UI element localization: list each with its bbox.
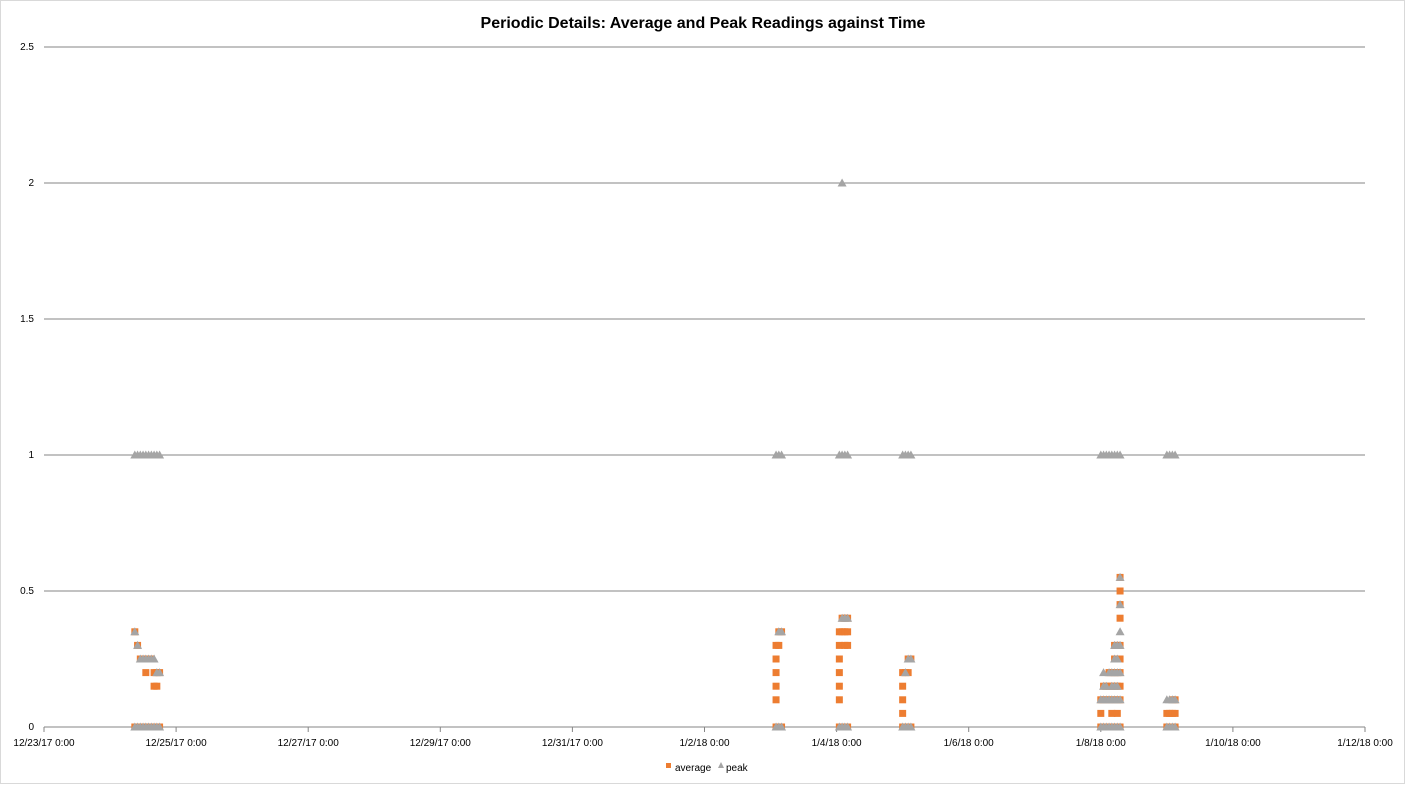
average-point: [835, 696, 843, 704]
legend-peak-label: peak: [726, 763, 749, 774]
peak-point: [1115, 640, 1125, 649]
peak-point: [843, 450, 853, 459]
peak-point: [155, 722, 165, 731]
y-tick-label: 0.5: [20, 586, 34, 597]
peak-point: [906, 654, 916, 663]
peak-point: [1170, 722, 1180, 731]
average-series: [131, 573, 1179, 731]
average-point: [775, 641, 783, 649]
average-point: [835, 669, 843, 677]
x-tick-label: 12/27/17 0:00: [278, 738, 340, 749]
peak-point: [1115, 572, 1125, 581]
peak-point: [777, 627, 787, 636]
average-point: [1116, 682, 1124, 690]
peak-point: [1115, 668, 1125, 677]
y-tick-label: 1.5: [20, 314, 34, 325]
x-tick-label: 1/10/18 0:00: [1205, 738, 1261, 749]
peak-point: [906, 722, 916, 731]
peak-point: [843, 613, 853, 622]
average-point: [772, 696, 780, 704]
x-tick-label: 1/8/18 0:00: [1076, 738, 1126, 749]
peak-point: [1115, 600, 1125, 609]
peak-point: [130, 627, 140, 636]
y-tick-label: 2: [28, 178, 34, 189]
average-point: [142, 669, 150, 677]
y-tick-label: 0: [28, 722, 34, 733]
average-point: [1116, 587, 1124, 595]
average-point: [899, 696, 907, 704]
average-point: [1108, 709, 1116, 717]
legend-peak-marker: [718, 762, 724, 768]
x-tick-label: 1/4/18 0:00: [812, 738, 862, 749]
x-tick-label: 1/6/18 0:00: [944, 738, 994, 749]
peak-point: [155, 450, 165, 459]
x-axis: 12/23/17 0:00 12/25/17 0:00 12/27/17 0:00 1…: [13, 726, 1393, 749]
peak-point: [837, 178, 847, 187]
average-point: [899, 709, 907, 717]
average-point: [1116, 655, 1124, 663]
peak-point: [1115, 722, 1125, 731]
x-tick-label: 12/29/17 0:00: [410, 738, 472, 749]
peak-point: [777, 722, 787, 731]
legend: average peak: [666, 762, 749, 774]
legend-average-marker: [666, 763, 671, 768]
x-tick-label: 12/23/17 0:00: [13, 738, 75, 749]
average-point: [844, 641, 852, 649]
average-point: [1097, 709, 1105, 717]
y-tick-label: 2.5: [20, 42, 34, 53]
average-point: [1116, 614, 1124, 622]
average-point: [1113, 709, 1121, 717]
peak-point: [843, 722, 853, 731]
average-point: [835, 641, 843, 649]
y-tick-label: 1: [28, 450, 34, 461]
average-point: [835, 682, 843, 690]
peak-point: [1115, 695, 1125, 704]
x-tick-label: 12/25/17 0:00: [146, 738, 208, 749]
average-point: [904, 669, 912, 677]
peak-point: [1170, 450, 1180, 459]
peak-point: [1170, 695, 1180, 704]
peak-point: [1115, 627, 1125, 636]
average-point: [772, 682, 780, 690]
peak-point: [1112, 681, 1122, 690]
peak-point: [906, 450, 916, 459]
average-point: [844, 628, 852, 636]
peak-point: [155, 668, 165, 677]
average-point: [772, 655, 780, 663]
average-point: [835, 655, 843, 663]
peak-point: [1115, 450, 1125, 459]
peak-point: [777, 450, 787, 459]
peak-point: [1112, 654, 1122, 663]
peak-point: [133, 640, 143, 649]
peak-point: [900, 668, 910, 677]
x-tick-label: 12/31/17 0:00: [542, 738, 604, 749]
average-point: [1171, 709, 1179, 717]
gridlines: [44, 46, 1365, 728]
peak-point: [149, 654, 159, 663]
average-point: [153, 682, 161, 690]
chart-title: Periodic Details: Average and Peak Readi…: [481, 15, 926, 32]
x-tick-label: 1/12/18 0:00: [1337, 738, 1393, 749]
x-tick-label: 1/2/18 0:00: [679, 738, 729, 749]
y-axis-tick-labels: 0 0.5 1 1.5 2 2.5: [20, 42, 34, 733]
legend-average-label: average: [675, 763, 712, 774]
average-point: [899, 682, 907, 690]
average-point: [772, 669, 780, 677]
peak-series: [130, 178, 1180, 731]
